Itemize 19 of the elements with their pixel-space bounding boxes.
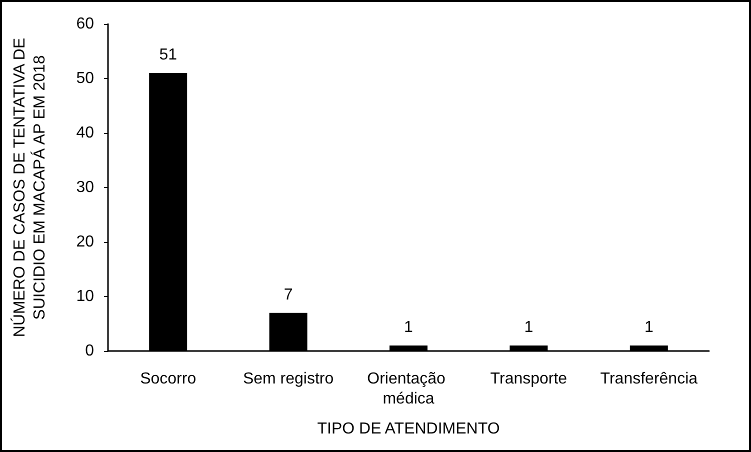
y-tick-label: 20 [76, 234, 94, 250]
y-axis-title: NÚMERO DE CASOS DE TENTATIVA DE SUICIDIO EM MACAPÁ AP EM 2018 [10, 38, 48, 338]
y-tick-label: 30 [76, 179, 94, 196]
x-axis-title: TIPO DE ATENDIMENTO [317, 420, 500, 438]
data-label: 1 [644, 319, 654, 336]
data-label: 7 [284, 286, 293, 304]
x-tick-label: Sem registro [242, 370, 334, 388]
data-label: 51 [159, 46, 178, 64]
y-tick-label: 60 [76, 16, 94, 32]
data-label: 1 [524, 319, 534, 336]
x-tick-label: Transporte [490, 370, 568, 388]
y-tick-label: 50 [76, 70, 94, 87]
x-tick-label: Transferência [600, 370, 698, 388]
y-tick-label: 40 [76, 124, 94, 142]
x-tick-label: Socorro [140, 370, 196, 388]
x-tick-label: Orientação médica [367, 370, 450, 408]
y-tick-label: 0 [85, 342, 94, 360]
data-label: 1 [404, 319, 414, 336]
y-tick-label: 10 [76, 288, 94, 305]
